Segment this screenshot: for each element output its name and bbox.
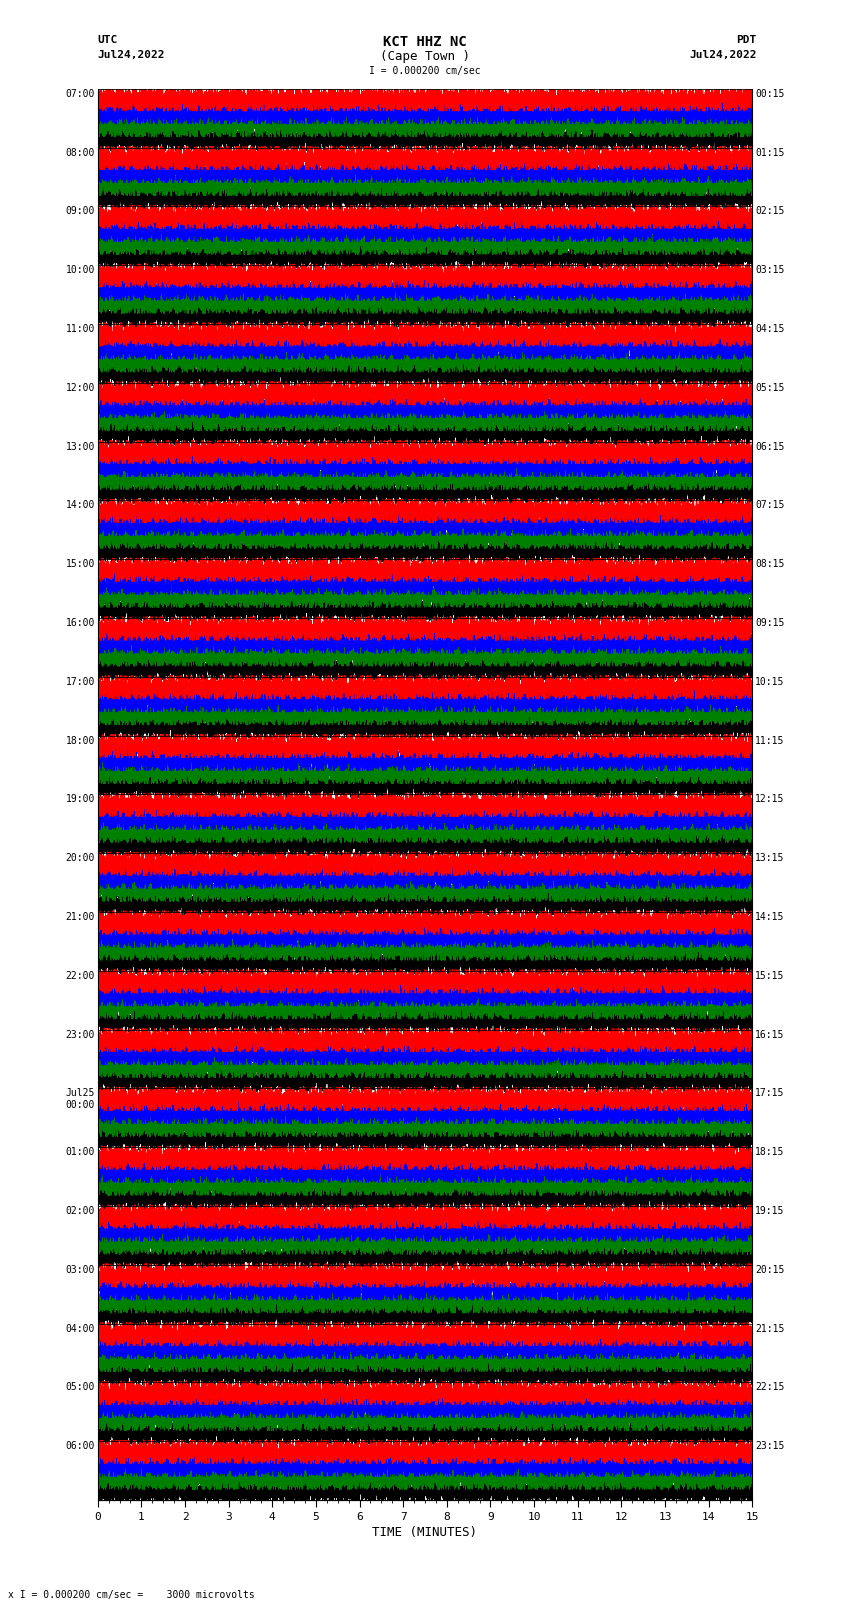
- Text: x I = 0.000200 cm/sec =    3000 microvolts: x I = 0.000200 cm/sec = 3000 microvolts: [8, 1590, 255, 1600]
- Text: (Cape Town ): (Cape Town ): [380, 50, 470, 63]
- Text: Jul24,2022: Jul24,2022: [98, 50, 165, 60]
- Text: KCT HHZ NC: KCT HHZ NC: [383, 35, 467, 50]
- Text: UTC: UTC: [98, 35, 118, 45]
- Text: PDT: PDT: [736, 35, 756, 45]
- X-axis label: TIME (MINUTES): TIME (MINUTES): [372, 1526, 478, 1539]
- Text: Jul24,2022: Jul24,2022: [689, 50, 756, 60]
- Text: I = 0.000200 cm/sec: I = 0.000200 cm/sec: [369, 66, 481, 76]
